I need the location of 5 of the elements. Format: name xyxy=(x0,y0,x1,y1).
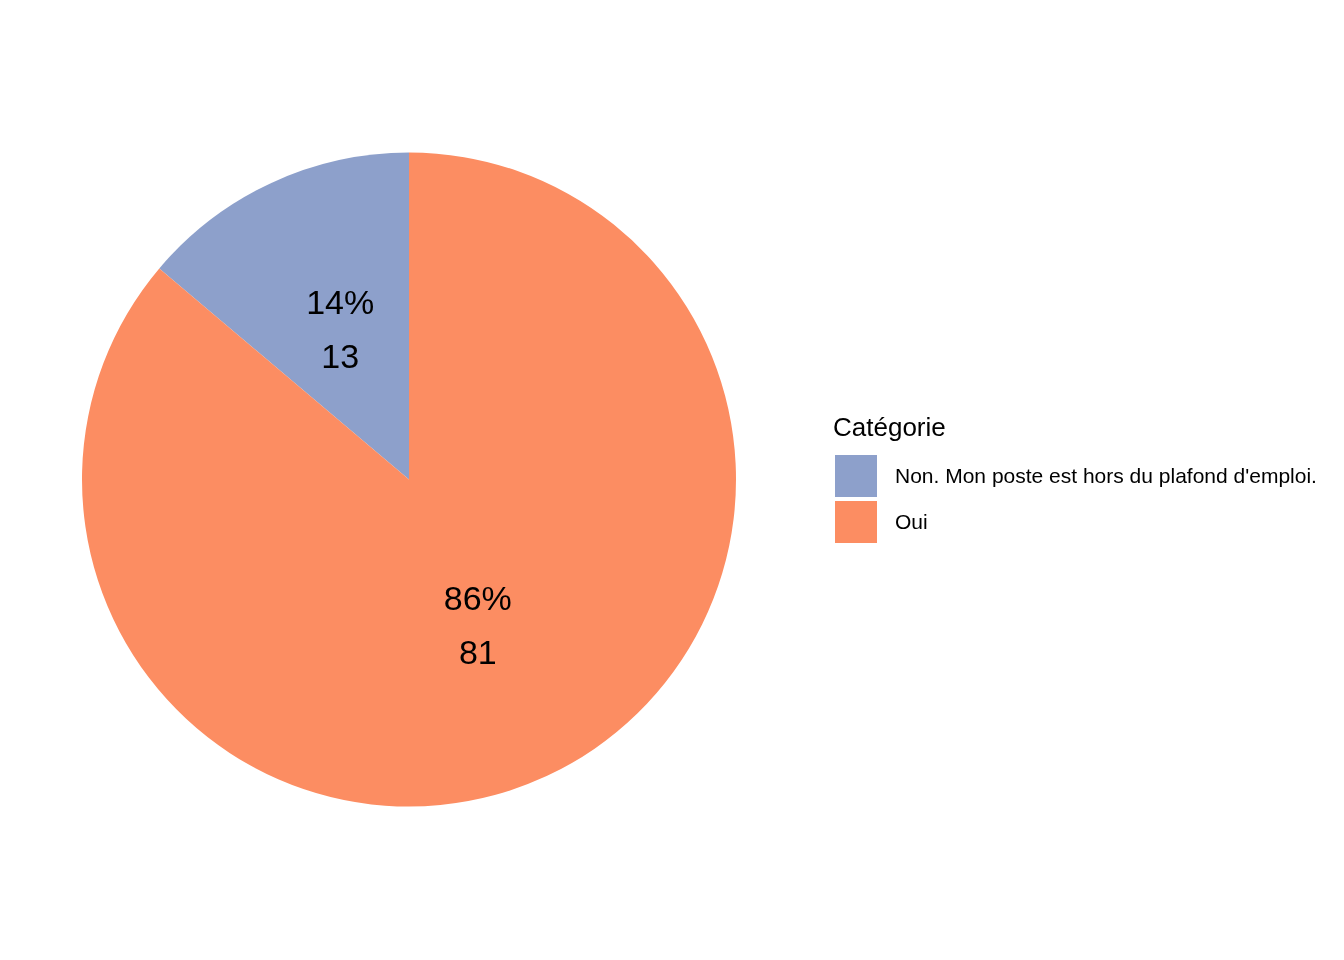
data-label: 14% 13 xyxy=(306,282,375,375)
legend-title: Catégorie xyxy=(833,412,947,443)
legend-label: Non. Mon poste est hors du plafond d'emploi. xyxy=(895,464,1317,488)
legend-label: Oui xyxy=(895,510,928,534)
data-label: 86% 81 xyxy=(443,579,512,672)
